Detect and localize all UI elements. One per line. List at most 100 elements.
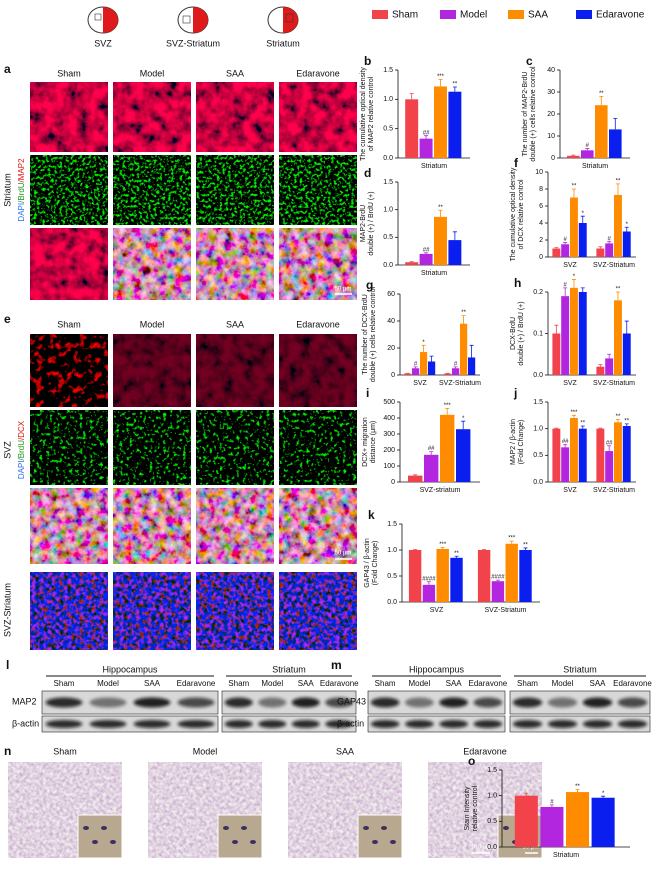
panel-letter: n: [4, 744, 11, 758]
micrograph: [113, 488, 191, 564]
error-bar: [440, 547, 445, 549]
blot-band: [45, 697, 83, 708]
bar: [408, 550, 422, 602]
cell: [232, 840, 238, 844]
lane-label: Edaravone: [613, 679, 652, 688]
bar: [436, 548, 449, 602]
significance-label: #: [586, 143, 590, 149]
region-label: SVZ: [2, 441, 12, 459]
bar: [419, 138, 433, 158]
brain-icons: [87, 6, 299, 34]
bar: [605, 358, 614, 375]
blot-band: [325, 720, 354, 728]
stain-label: DAPI/BrdU/DCX: [17, 420, 26, 479]
significance-label: ***: [444, 403, 452, 409]
panel-letter: f: [514, 156, 519, 170]
error-bar: [554, 247, 559, 249]
bar: [422, 584, 436, 602]
micrograph: [113, 82, 191, 152]
x-tick-label: SVZ-Striatum: [484, 607, 526, 614]
stain-part: /MAP2: [17, 158, 26, 183]
significance-label: **: [575, 784, 580, 790]
error-bar: [607, 241, 612, 244]
error-bar: [607, 353, 612, 359]
error-bar: [413, 366, 418, 369]
blot-band: [473, 720, 503, 728]
significance-label: #: [414, 361, 418, 367]
bar: [578, 292, 587, 375]
cell: [83, 826, 89, 830]
bar: [596, 366, 605, 375]
stain-part: /BrdU: [17, 182, 26, 203]
blot-band: [370, 720, 400, 728]
y-tick-label: 1.0: [487, 793, 497, 800]
cell: [381, 826, 387, 830]
y-tick-label: 400: [383, 415, 395, 422]
bar: [477, 550, 491, 602]
micrograph: [279, 228, 357, 300]
lane-label: Edaravone: [469, 679, 508, 688]
lane-label: SAA: [589, 679, 606, 688]
column-header: SAA: [226, 319, 244, 329]
cell: [241, 826, 247, 830]
panel-letter: k: [368, 508, 375, 522]
bar: [540, 806, 564, 847]
micrograph: [30, 228, 108, 300]
error-bar: [571, 279, 576, 288]
significance-label: ####: [422, 576, 436, 582]
bar: [561, 244, 570, 257]
significance-label: **: [580, 421, 585, 427]
region-label: Striatum: [2, 173, 12, 207]
significance-label: #: [607, 236, 611, 242]
micrograph-mask: [196, 334, 274, 407]
blot-band: [89, 720, 127, 728]
y-tick-label: 60: [387, 291, 395, 298]
y-axis-label: MAP2-BrdU: [360, 205, 367, 242]
micrograph: [113, 410, 191, 485]
error-bar: [461, 420, 466, 430]
micrograph: [196, 228, 274, 300]
y-axis-label: The cumulative optical density: [360, 67, 367, 161]
error-bar: [429, 451, 434, 455]
significance-label: ##: [428, 446, 435, 452]
y-tick-label: 0.0: [487, 844, 497, 851]
micrograph: [196, 82, 274, 152]
bar: [456, 429, 471, 482]
panel-letter: l: [6, 658, 9, 672]
lane-label: Model: [408, 679, 430, 688]
column-header: Model: [140, 319, 165, 329]
panel-letter: d: [364, 166, 371, 180]
micrograph: [279, 488, 357, 564]
y-tick-label: 0.0: [387, 599, 397, 606]
row-label: GAP43: [337, 696, 366, 706]
micrograph: [196, 155, 274, 225]
lane-label: Model: [261, 679, 283, 688]
cell: [363, 826, 369, 830]
y-axis-label: relative control: [472, 785, 479, 831]
panel-letter: j: [513, 386, 517, 400]
error-bar: [563, 287, 568, 297]
error-bar: [624, 320, 629, 334]
icon-label: Striatum: [266, 38, 300, 48]
blot-band: [258, 697, 287, 708]
significance-label: ####: [491, 575, 505, 581]
error-bar: [571, 188, 576, 198]
significance-label: *: [582, 211, 585, 217]
panel-letter: m: [331, 658, 342, 672]
error-bar: [571, 154, 576, 156]
cell: [503, 826, 509, 830]
blot-band: [133, 720, 171, 728]
significance-label: ***: [437, 74, 445, 80]
x-tick-label: SVZ: [430, 607, 444, 614]
bar: [514, 795, 538, 847]
bar: [605, 451, 614, 482]
y-tick-label: 1.0: [533, 426, 543, 433]
y-tick-label: 0.5: [387, 573, 397, 580]
y-tick-label: 0: [391, 372, 395, 379]
error-bar: [461, 315, 466, 324]
micrograph: [113, 155, 191, 225]
panel-letter: e: [4, 312, 11, 326]
icon-label: SVZ: [94, 38, 112, 48]
column-header: Edaravone: [296, 68, 340, 78]
y-tick-label: 0.0: [533, 479, 543, 486]
